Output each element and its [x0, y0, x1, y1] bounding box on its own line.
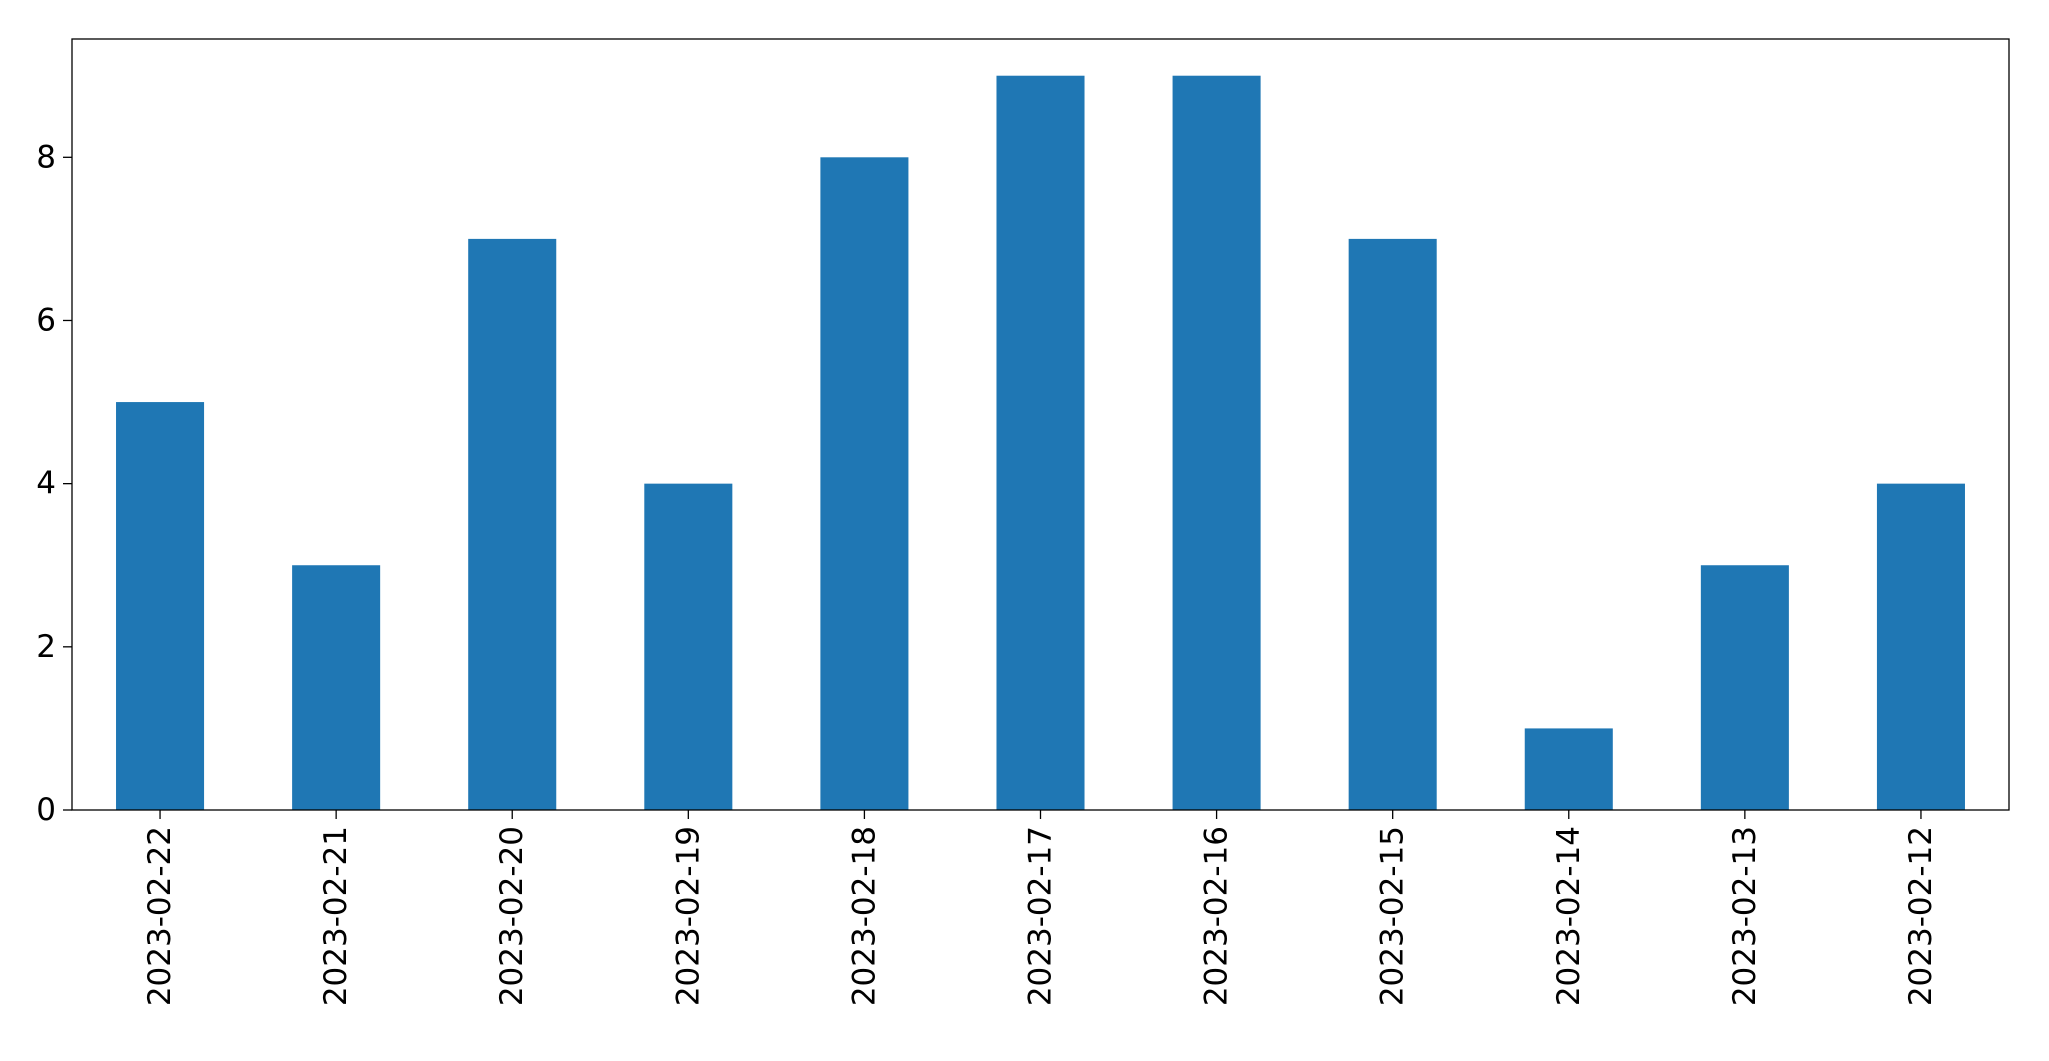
- x-tick-label: 2023-02-18: [846, 826, 882, 1006]
- x-tick-label: 2023-02-14: [1551, 826, 1587, 1006]
- bar: [1348, 238, 1437, 810]
- bar: [116, 402, 205, 810]
- y-tick-label: 2: [36, 629, 56, 665]
- y-tick-label: 8: [36, 139, 56, 175]
- bar: [820, 157, 909, 811]
- y-tick-label: 0: [36, 792, 56, 828]
- y-tick-label: 6: [36, 302, 56, 338]
- bar: [996, 75, 1085, 810]
- x-tick-label: 2023-02-16: [1199, 826, 1235, 1006]
- bar: [1172, 75, 1261, 810]
- y-tick-label: 4: [36, 466, 56, 502]
- plot-frame: [71, 38, 2010, 811]
- bar: [1700, 565, 1789, 810]
- bar: [644, 483, 733, 810]
- x-tick-label: 2023-02-21: [318, 826, 354, 1006]
- x-tick-label: 2023-02-22: [142, 826, 178, 1006]
- x-tick-label: 2023-02-20: [494, 826, 530, 1006]
- x-tick-label: 2023-02-13: [1727, 826, 1763, 1006]
- bar: [468, 238, 557, 810]
- x-tick-label: 2023-02-19: [670, 826, 706, 1006]
- bar: [292, 565, 381, 810]
- x-tick-label: 2023-02-17: [1023, 826, 1059, 1006]
- x-tick-label: 2023-02-12: [1903, 826, 1939, 1006]
- x-tick-label: 2023-02-15: [1375, 826, 1411, 1006]
- bar: [1876, 483, 1965, 810]
- bar: [1524, 728, 1613, 810]
